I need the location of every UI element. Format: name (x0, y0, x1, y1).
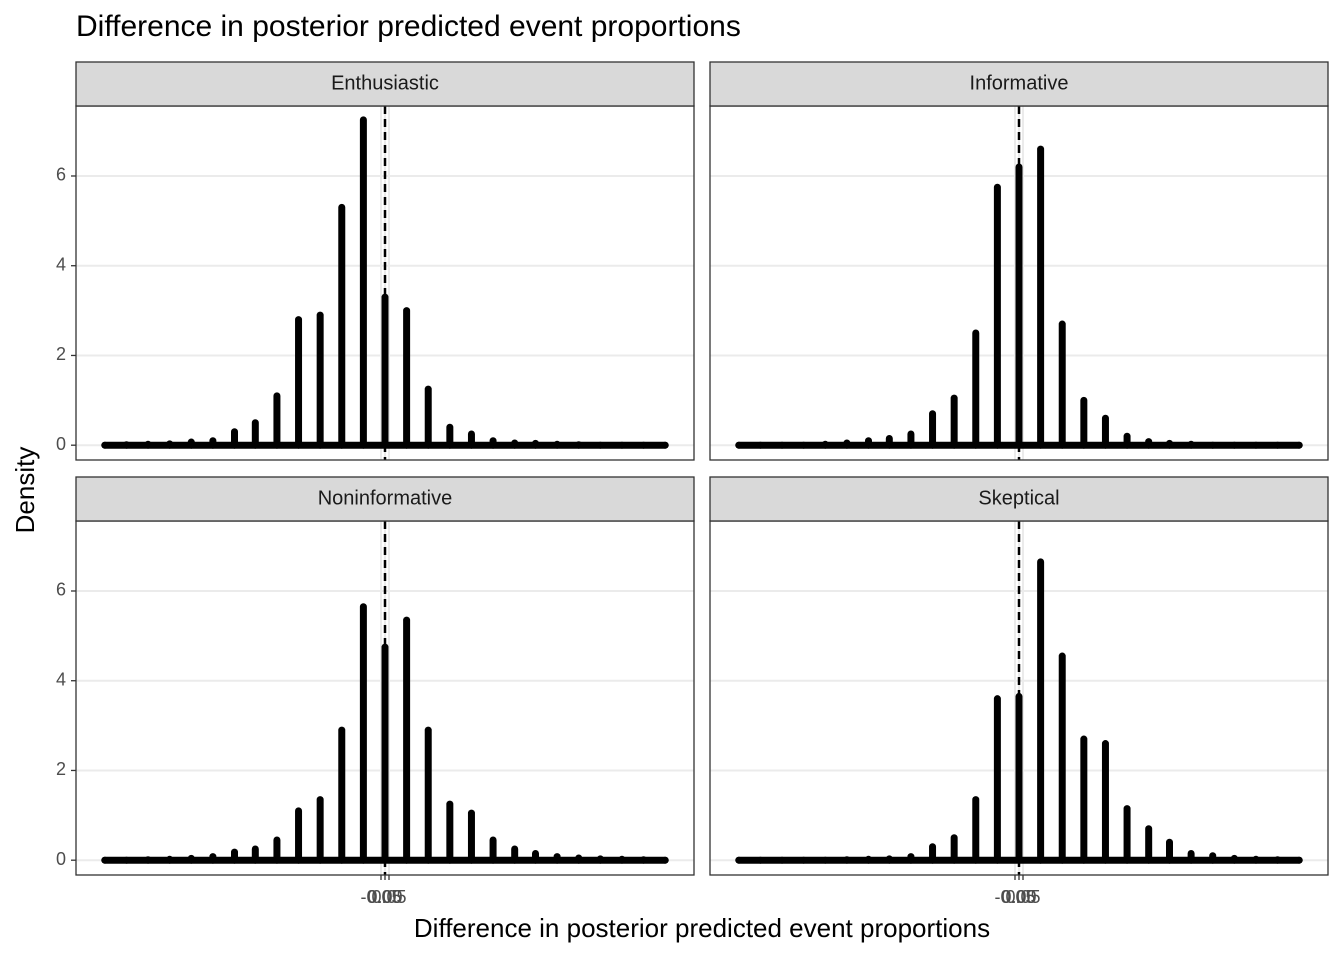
x-tick-label: 0.05 (1005, 887, 1040, 907)
y-tick-label: 0 (56, 434, 66, 454)
y-tick-label: 2 (56, 344, 66, 364)
strip (75, 61, 695, 107)
y-tick-label: 4 (56, 254, 66, 274)
panel: Enthusiastic 0 2 4 6 (56, 61, 695, 461)
y-tick-label: 6 (56, 580, 66, 600)
panel: Informative (709, 61, 1329, 461)
x-tick-label: 0.00 (367, 887, 402, 907)
y-tick-label: 0 (56, 849, 66, 869)
strip-label: Enthusiastic (331, 72, 439, 94)
x-axis-title: Difference in posterior predicted event … (414, 913, 990, 943)
strip (709, 61, 1329, 107)
strip-label: Noninformative (318, 487, 453, 509)
strip-label: Skeptical (978, 487, 1059, 509)
x-tick-label: -0.05 (994, 887, 1035, 907)
x-tick-label: 0.00 (1001, 887, 1036, 907)
strip (75, 476, 695, 522)
panel: Noninformative 0 2 4 6 -0.050.000.05 (56, 476, 695, 907)
y-tick-label: 2 (56, 759, 66, 779)
y-tick-label: 6 (56, 165, 66, 185)
strip (709, 476, 1329, 522)
panel: Skeptical -0.050.000.05 (709, 476, 1329, 907)
y-axis-title: Density (10, 447, 40, 534)
x-tick-label: -0.05 (360, 887, 401, 907)
chart-title: Difference in posterior predicted event … (76, 10, 741, 43)
y-tick-label: 4 (56, 669, 66, 689)
x-tick-label: 0.05 (371, 887, 406, 907)
strip-label: Informative (970, 72, 1069, 94)
